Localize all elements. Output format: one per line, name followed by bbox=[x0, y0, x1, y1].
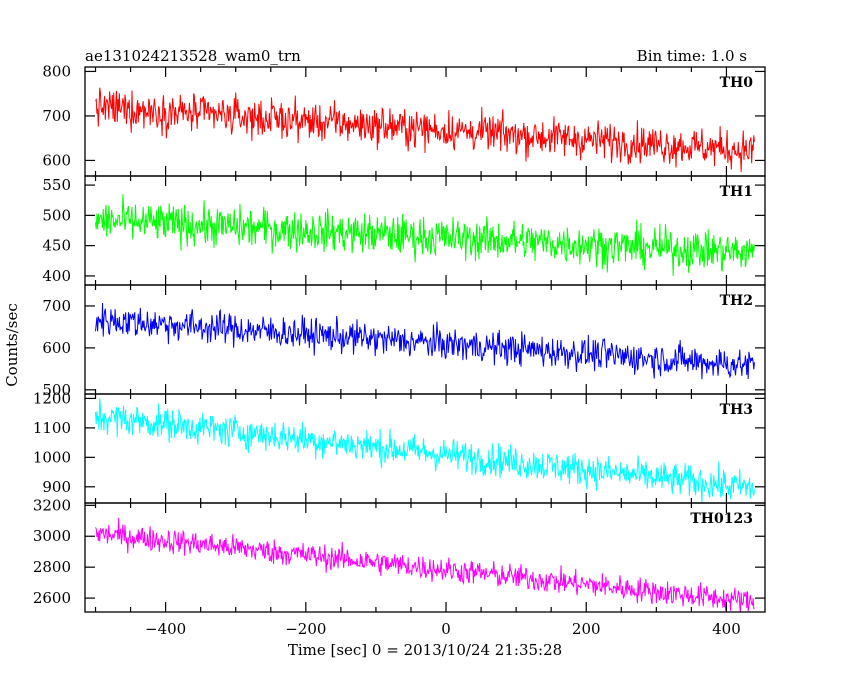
series-line-th2 bbox=[95, 302, 755, 380]
y-tick-label: 600 bbox=[42, 151, 71, 169]
y-tick-label: 2800 bbox=[33, 558, 71, 576]
y-tick-label: 500 bbox=[42, 381, 71, 399]
y-tick-label: 600 bbox=[42, 339, 71, 357]
chart-title: ae131024213528_wam0_trn bbox=[85, 47, 301, 65]
y-tick-label: 700 bbox=[42, 297, 71, 315]
series-line-th0 bbox=[95, 87, 755, 172]
y-tick-label: 3000 bbox=[33, 527, 71, 545]
x-tick-label: −200 bbox=[285, 620, 326, 638]
panel-label-th2: TH2 bbox=[720, 293, 753, 309]
series-line-th1 bbox=[95, 194, 755, 276]
x-tick-label: 200 bbox=[572, 620, 601, 638]
y-tick-label: 700 bbox=[42, 107, 71, 125]
y-tick-label: 900 bbox=[42, 478, 71, 496]
panel-label-th0123: TH0123 bbox=[690, 511, 753, 527]
x-tick-label: 400 bbox=[712, 620, 741, 638]
y-tick-label: 1200 bbox=[33, 389, 71, 407]
y-tick-label: 2600 bbox=[33, 589, 71, 607]
panels-group: TH0 600 700 800 TH1 400 450 500 550 TH2 500 600 700 T… bbox=[33, 62, 766, 638]
y-tick-label: 3200 bbox=[33, 496, 71, 514]
series-line-th0123 bbox=[95, 517, 755, 612]
x-tick-label: 0 bbox=[441, 620, 451, 638]
series-line-th3 bbox=[95, 398, 755, 503]
y-tick-label: 500 bbox=[42, 206, 71, 224]
y-tick-label: 1000 bbox=[33, 448, 71, 466]
y-tick-label: 450 bbox=[42, 237, 71, 255]
y-tick-label: 800 bbox=[42, 62, 71, 80]
panel-label-th1: TH1 bbox=[720, 184, 753, 200]
panel-frame bbox=[84, 66, 766, 177]
panel-label-th0: TH0 bbox=[720, 75, 754, 91]
x-tick-label: −400 bbox=[145, 620, 186, 638]
y-tick-label: 1100 bbox=[33, 419, 71, 437]
y-tick-label: 550 bbox=[42, 176, 71, 194]
panel-frame bbox=[84, 502, 766, 613]
bin-time-label: Bin time: 1.0 s bbox=[637, 47, 747, 65]
x-axis-label: Time [sec] 0 = 2013/10/24 21:35:28 bbox=[288, 641, 562, 659]
y-axis-label: Counts/sec bbox=[3, 303, 21, 387]
y-tick-label: 400 bbox=[42, 267, 71, 285]
panel-label-th3: TH3 bbox=[720, 402, 753, 418]
